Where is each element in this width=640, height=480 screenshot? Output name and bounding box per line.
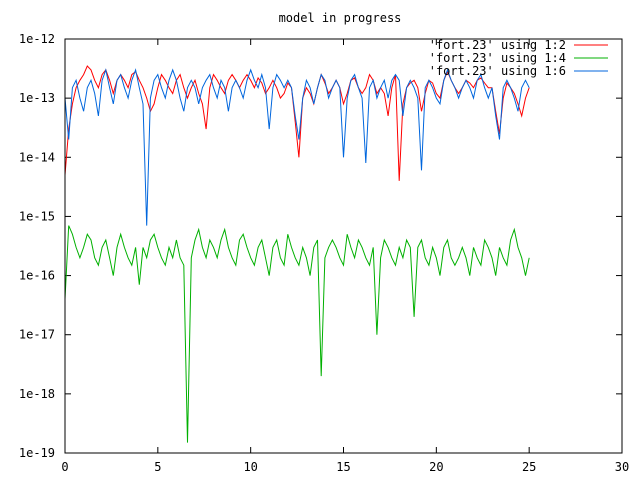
y-tick-label: 1e-15 <box>19 209 55 223</box>
y-tick-label: 1e-14 <box>19 150 55 164</box>
x-tick-label: 25 <box>522 460 536 474</box>
x-tick-label: 20 <box>429 460 443 474</box>
legend: 'fort.23' using 1:2'fort.23' using 1:4'f… <box>429 38 608 78</box>
y-tick-labels: 1e-19 1e-18 1e-17 1e-16 1e-15 1e-14 1e-13 1e-12 <box>19 32 55 460</box>
x-tick-label: 10 <box>243 460 257 474</box>
series-line-3 <box>64 68 530 226</box>
y-tick-label: 1e-17 <box>19 328 55 342</box>
x-tick-label: 5 <box>154 460 161 474</box>
y-tick-label: 1e-12 <box>19 32 55 46</box>
x-tick-label: 15 <box>336 460 350 474</box>
legend-label-2: 'fort.23' using 1:4 <box>429 51 566 65</box>
y-tick-label: 1e-19 <box>19 446 55 460</box>
y-tick-label: 1e-13 <box>19 91 55 105</box>
x-tick-labels: 0 5 10 15 20 25 30 <box>61 460 629 474</box>
chart-title: model in progress <box>279 11 402 25</box>
x-tick-label: 30 <box>615 460 629 474</box>
y-tick-label: 1e-18 <box>19 387 55 401</box>
series-line-2 <box>64 225 530 443</box>
y-tick-label: 1e-16 <box>19 269 55 283</box>
plot-frame <box>64 38 623 454</box>
legend-label-1: 'fort.23' using 1:2 <box>429 38 566 52</box>
series-lines <box>64 65 530 443</box>
legend-label-3: 'fort.23' using 1:6 <box>429 64 566 78</box>
x-tick-label: 0 <box>61 460 68 474</box>
